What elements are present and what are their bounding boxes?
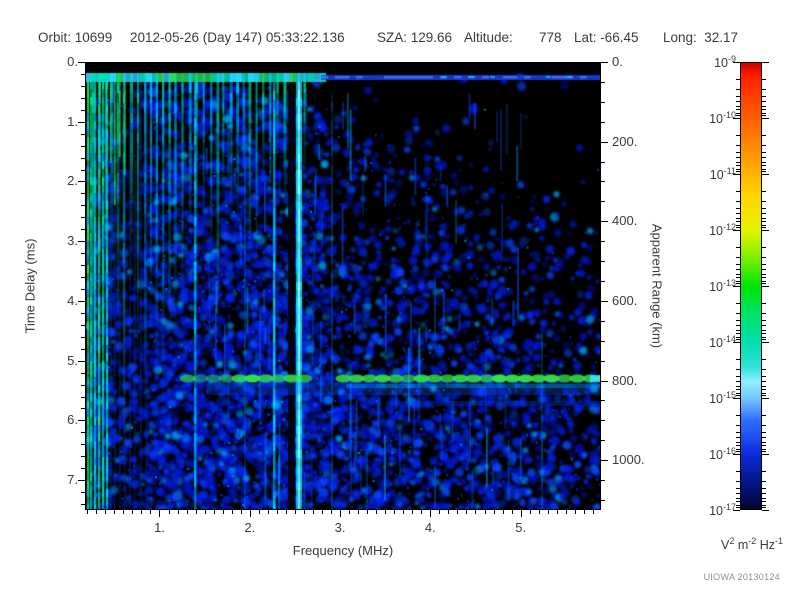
colorbar-unit: V2 m-2 Hz-1 [720,536,784,553]
colorbar [740,62,762,510]
colorbar-gradient [741,63,761,509]
x-tick-label: 1. [154,520,165,535]
y-left-tick-label: 2. [67,173,78,189]
y-left-tick-label: 5. [67,352,78,368]
y-right-tick-label: 600. [612,292,638,308]
colorbar-tick-label: 10-11 [709,166,736,183]
header-orbit: Orbit: 10699 [38,30,113,45]
y-right-tick-label: 1000. [612,452,645,468]
y-axis-title-left: Time Delay (ms) [22,238,38,334]
y-left-tick-label: 3. [67,233,78,249]
header-lat: Lat: -66.45 [574,30,639,45]
header-altitude-label: Altitude: [464,30,513,45]
y-axis-title-right: Apparent Range (km) [649,223,665,349]
y-left-tick-label: 7. [67,472,78,488]
spectrogram-canvas [86,63,600,509]
header-long: Long: 32.17 [663,30,739,45]
x-tick-label: 3. [334,520,346,535]
header-sza: SZA: 129.66 [377,30,453,45]
x-tick-label: 4. [424,520,436,535]
y-right-tick-label: 200. [612,133,638,149]
colorbar-tick-label: 10-9 [714,54,736,71]
colorbar-tick-label: 10-15 [709,390,736,407]
y-left-tick-label: 0. [67,54,78,69]
colorbar-tick-label: 10-10 [709,110,736,127]
x-tick-label: 2. [244,520,256,535]
x-tick-label: 5. [515,520,527,535]
y-right-tick-label: 800. [612,372,638,388]
colorbar-tick-label: 10-14 [709,334,736,351]
y-left-tick-label: 4. [67,292,78,308]
x-axis-title: Frequency (MHz) [292,543,394,558]
credit-text: UIOWA 20130124 [703,572,780,582]
y-left-tick-label: 6. [67,412,78,428]
colorbar-tick-label: 10-13 [709,278,736,295]
y-left-tick-label: 1. [67,113,78,129]
colorbar-tick-label: 10-16 [709,446,736,463]
header-datetime: 2012-05-26 (Day 147) 05:33:22.136 [130,30,345,45]
colorbar-tick-label: 10-17 [709,502,736,519]
y-right-tick-label: 400. [612,213,638,229]
y-right-tick-label: 0. [612,54,623,69]
spectrogram-plot [85,62,601,510]
header-altitude-value: 778 [539,30,562,45]
colorbar-tick-label: 10-12 [709,222,736,239]
